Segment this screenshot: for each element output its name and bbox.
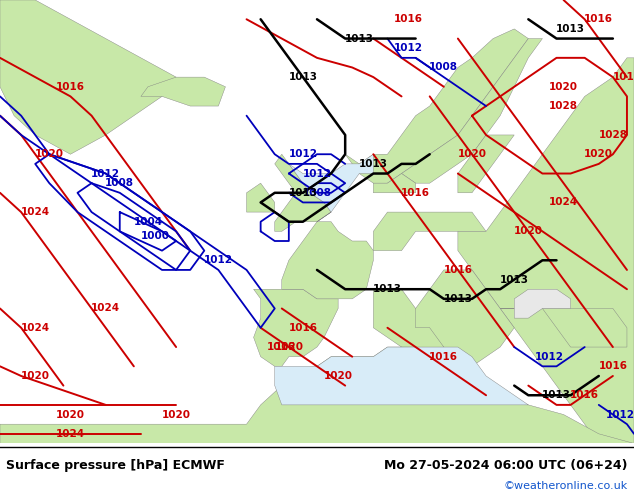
Text: 1016: 1016: [598, 361, 628, 371]
Text: 1024: 1024: [56, 429, 85, 439]
Text: 1024: 1024: [549, 197, 578, 207]
Text: 1016: 1016: [570, 390, 599, 400]
Text: 1012: 1012: [605, 410, 634, 419]
Text: 1016: 1016: [394, 14, 423, 24]
Polygon shape: [373, 212, 486, 251]
Text: 1016: 1016: [288, 323, 318, 333]
Text: 1020: 1020: [549, 82, 578, 92]
Polygon shape: [0, 0, 176, 154]
Text: 1020: 1020: [21, 371, 49, 381]
Text: 1012: 1012: [204, 255, 233, 265]
Polygon shape: [345, 29, 528, 183]
Text: 1028: 1028: [598, 130, 628, 140]
Text: 1013: 1013: [359, 159, 388, 169]
Polygon shape: [514, 289, 571, 318]
Polygon shape: [141, 77, 226, 106]
Polygon shape: [401, 39, 543, 183]
Text: 1013: 1013: [542, 390, 571, 400]
Polygon shape: [247, 183, 275, 212]
Text: 1013: 1013: [288, 72, 318, 82]
Text: 1020: 1020: [56, 410, 85, 419]
Text: 1020: 1020: [458, 149, 486, 159]
Polygon shape: [373, 173, 416, 193]
Text: 1008: 1008: [302, 188, 332, 198]
Text: 1004: 1004: [133, 217, 162, 227]
Text: 1016: 1016: [612, 72, 634, 82]
Text: 1024: 1024: [21, 323, 50, 333]
Text: 1013: 1013: [500, 274, 529, 285]
Text: 1024: 1024: [21, 207, 50, 217]
Text: 1016: 1016: [56, 82, 85, 92]
Text: 1012: 1012: [288, 149, 318, 159]
Polygon shape: [458, 135, 514, 193]
Polygon shape: [275, 154, 331, 231]
Text: 1000: 1000: [141, 231, 169, 241]
Text: 1020: 1020: [323, 371, 353, 381]
Text: 1013: 1013: [288, 188, 318, 198]
Text: 1020: 1020: [35, 149, 64, 159]
Polygon shape: [254, 289, 338, 367]
Polygon shape: [500, 309, 627, 347]
Polygon shape: [289, 154, 373, 221]
Text: 1013: 1013: [373, 284, 402, 294]
Text: 1013: 1013: [345, 33, 374, 44]
Text: Mo 27-05-2024 06:00 UTC (06+24): Mo 27-05-2024 06:00 UTC (06+24): [384, 459, 628, 472]
Text: 1016: 1016: [443, 265, 472, 275]
Text: 1008: 1008: [105, 178, 134, 188]
Text: 1012: 1012: [302, 169, 332, 178]
Text: 1012: 1012: [91, 169, 120, 178]
Polygon shape: [0, 347, 634, 443]
Text: 1020: 1020: [514, 226, 543, 236]
Text: 1024: 1024: [91, 303, 120, 314]
Text: 1020: 1020: [585, 149, 613, 159]
Text: 1020: 1020: [162, 410, 191, 419]
Polygon shape: [416, 270, 514, 367]
Text: 1012: 1012: [394, 43, 423, 53]
Text: 1016: 1016: [401, 188, 430, 198]
Polygon shape: [373, 289, 444, 357]
Text: 1012: 1012: [535, 352, 564, 362]
Text: 1013: 1013: [443, 294, 472, 304]
Polygon shape: [275, 347, 528, 405]
Text: 1013: 1013: [556, 24, 585, 34]
Text: 1008: 1008: [429, 63, 458, 73]
Text: 1028: 1028: [549, 101, 578, 111]
Text: Surface pressure [hPa] ECMWF: Surface pressure [hPa] ECMWF: [6, 459, 225, 472]
Text: ©weatheronline.co.uk: ©weatheronline.co.uk: [503, 481, 628, 490]
Text: 1016: 1016: [585, 14, 613, 24]
Text: 1020: 1020: [275, 342, 303, 352]
Polygon shape: [458, 58, 634, 443]
Text: 1016: 1016: [429, 352, 458, 362]
Text: 1016: 1016: [268, 342, 296, 352]
Polygon shape: [281, 221, 373, 299]
